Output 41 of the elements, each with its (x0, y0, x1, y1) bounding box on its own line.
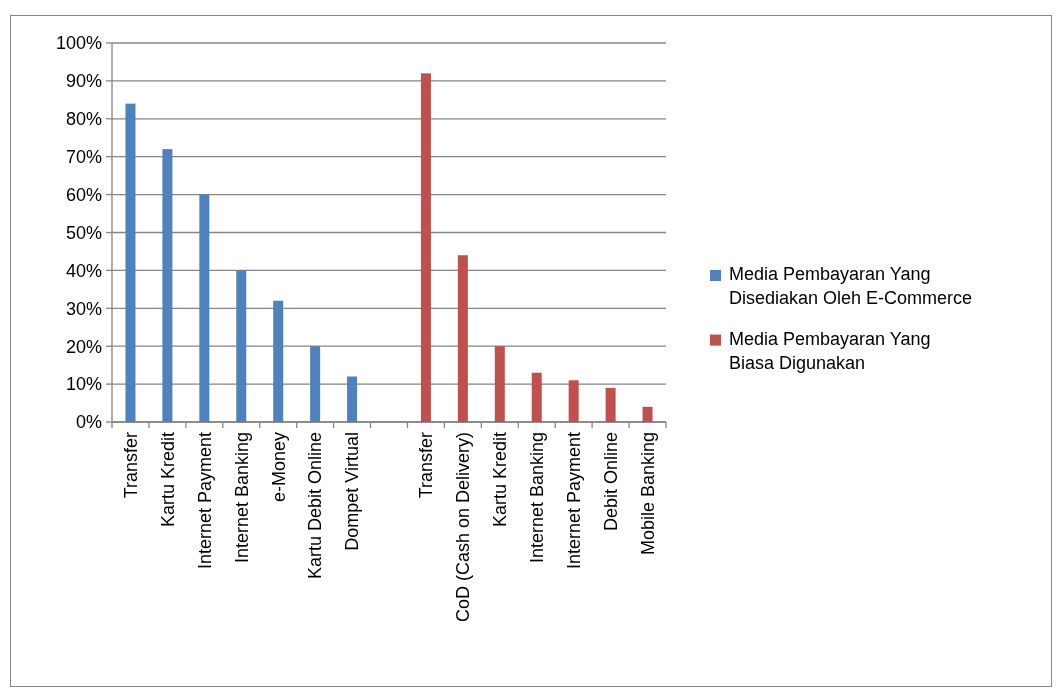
bar (273, 300, 284, 422)
legend-label: Media Pembayaran Yang Biasa Digunakan (729, 328, 931, 373)
x-tick-label: Kartu Kredit (157, 432, 178, 528)
x-tick-label: Internet Banking (231, 432, 252, 564)
y-tick-label: 20% (65, 336, 102, 357)
x-tick-label: CoD (Cash on Delivery) (453, 432, 474, 623)
x-tick-label: e-Money (268, 432, 289, 503)
bar (162, 149, 173, 422)
x-tick-label: Dompet Virtual (342, 432, 363, 551)
bar (568, 380, 579, 422)
y-tick-label: 0% (75, 412, 102, 433)
x-tick-label: Internet Payment (563, 432, 584, 570)
x-tick-label: Mobile Banking (637, 432, 658, 556)
x-tick-label: Kartu Kredit (490, 432, 511, 528)
y-tick-label: 40% (65, 260, 102, 281)
y-tick-label: 90% (65, 71, 102, 92)
y-tick-label: 80% (65, 109, 102, 130)
bar (457, 255, 468, 422)
x-tick-label: Transfer (416, 432, 437, 499)
bar (494, 346, 505, 422)
bar (605, 387, 616, 422)
y-tick-label: 60% (65, 184, 102, 205)
bar (420, 73, 431, 422)
x-tick-label: Debit Online (600, 432, 621, 532)
y-tick-label: 100% (55, 33, 102, 54)
bar (531, 372, 542, 422)
x-tick-label: Internet Payment (194, 432, 215, 570)
legend-label: Media Pembayaran Yang Disediakan Oleh E-Commerce (729, 264, 973, 309)
bar (125, 103, 136, 422)
y-tick-label: 10% (65, 374, 102, 395)
x-tick-label: Kartu Debit Online (305, 432, 326, 580)
x-tick-label: Internet Banking (527, 432, 548, 564)
x-tick-label: Transfer (120, 432, 141, 499)
bar (642, 406, 653, 422)
y-tick-label: 70% (65, 147, 102, 167)
bar (310, 346, 321, 422)
bar (199, 194, 210, 422)
y-tick-label: 30% (65, 298, 102, 319)
bar (347, 376, 358, 422)
bar (236, 270, 247, 422)
y-tick-label: 50% (65, 222, 102, 243)
